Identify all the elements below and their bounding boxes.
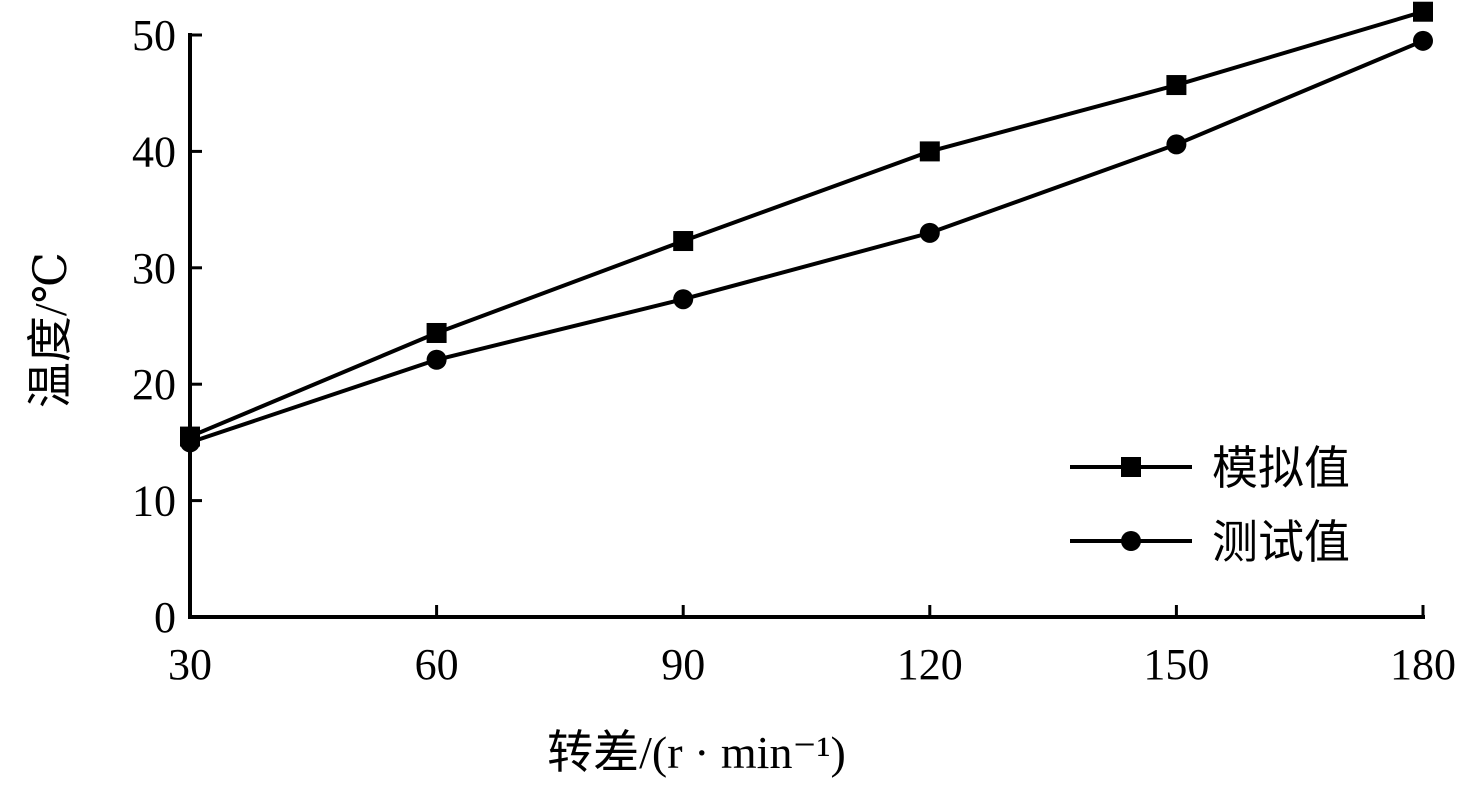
series-layer xyxy=(180,1,1433,453)
data-point-square xyxy=(1413,1,1433,22)
data-point-circle xyxy=(180,432,200,453)
y-tick-label: 50 xyxy=(132,11,176,60)
data-point-square xyxy=(426,322,447,343)
series-line xyxy=(189,38,1424,445)
x-ticks: 30 60 90 120 150 180 xyxy=(168,605,1456,689)
y-tick-label: 10 xyxy=(132,477,176,526)
legend-label: 模拟值 xyxy=(1212,443,1350,494)
legend-item-1: 模拟值 xyxy=(1070,443,1350,494)
data-point-circle xyxy=(919,222,940,243)
legend-item-2: 测试值 xyxy=(1070,517,1350,568)
legend-marker-square xyxy=(1121,457,1141,477)
data-point-square xyxy=(919,141,940,162)
data-point-circle xyxy=(1166,134,1187,155)
data-point-circle xyxy=(426,349,447,370)
x-tick-label: 60 xyxy=(415,640,459,689)
y-tick-label: 40 xyxy=(132,127,176,176)
x-axis-title: 转差/(r · min⁻¹) xyxy=(547,727,846,778)
y-ticks: 0 10 20 30 40 50 xyxy=(132,11,202,642)
x-tick-label: 120 xyxy=(897,640,963,689)
legend-marker-circle xyxy=(1121,531,1141,551)
data-point-square xyxy=(1166,75,1187,96)
series-2 xyxy=(180,30,1433,453)
y-tick-label: 30 xyxy=(132,244,176,293)
legend-label: 测试值 xyxy=(1212,517,1350,568)
axes: 30 60 90 120 150 180 0 10 20 30 40 50 xyxy=(132,11,1456,689)
x-tick-label: 30 xyxy=(168,640,212,689)
data-point-circle xyxy=(673,289,694,310)
data-point-circle xyxy=(1413,30,1433,51)
series-line xyxy=(189,9,1424,439)
x-tick-label: 180 xyxy=(1390,640,1456,689)
x-tick-label: 90 xyxy=(661,640,705,689)
y-tick-label: 0 xyxy=(154,593,176,642)
data-point-square xyxy=(673,231,694,252)
x-tick-label: 150 xyxy=(1143,640,1209,689)
y-axis-title: 温度/℃ xyxy=(25,252,76,408)
series-1 xyxy=(180,1,1433,447)
y-tick-label: 20 xyxy=(132,360,176,409)
